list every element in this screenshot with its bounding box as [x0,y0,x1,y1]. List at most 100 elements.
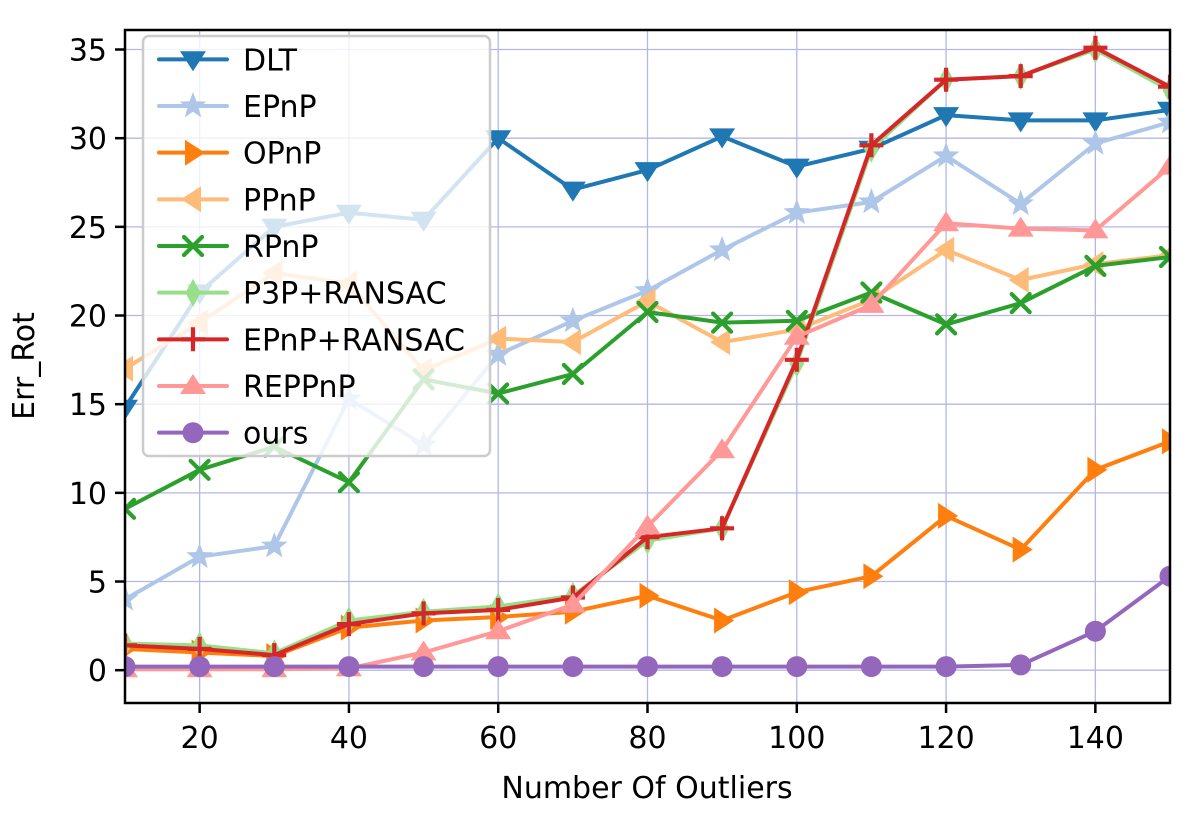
marker-plus [1008,64,1033,89]
y-tick-label: 25 [69,211,107,246]
marker-diamond [185,278,201,307]
marker-circle [125,656,136,678]
marker-triangle-left [125,355,133,382]
marker-triangle-down [933,107,960,128]
legend-label: OPnP [243,137,321,172]
legend-item-ours: ours [157,417,308,452]
marker-triangle-down [125,399,138,420]
series-ours [125,565,1170,678]
marker-x [934,313,958,336]
marker-triangle-down [485,130,512,151]
legend-item-dlt: DLT [157,43,298,78]
legend-label: DLT [243,43,298,78]
legend-item-epnp-ransac: EPnP+RANSAC [157,323,465,358]
legend-box [141,34,492,458]
y-tick-label: 0 [88,654,107,689]
x-tick-label: 20 [181,721,219,756]
marker-plus [934,67,959,92]
marker-circle [1010,654,1032,676]
legend-label: P3P+RANSAC [243,277,447,312]
axis-ticks: 20 40 60 80 100 120 140 0 5 10 15 20 25 30 35 [69,34,1124,756]
marker-triangle-right [1162,428,1170,455]
marker-x [785,309,808,332]
marker-star [932,141,960,168]
marker-x [561,362,585,386]
marker-plus [181,327,205,352]
marker-triangle-right [1012,536,1033,563]
legend-item-ppnp: PPnP [157,183,316,218]
marker-triangle-right [938,502,959,529]
marker-star [260,532,288,558]
y-tick-label: 35 [69,34,107,69]
y-axis-label: Err_Rot [7,312,42,420]
marker-triangle-right [714,607,735,634]
marker-triangle-down [1082,112,1109,133]
marker-circle [711,656,733,678]
marker-triangle-up [1157,154,1170,175]
marker-star [783,198,811,225]
marker-circle [562,656,584,678]
marker-triangle-right [863,563,884,590]
legend: DLT EPnP OPnP PPnP RPnP P3P+RANSAC EPnP+RANSAC… [141,34,492,458]
legend-item-p3p-ransac: P3P+RANSAC [157,277,447,312]
marker-star [1082,129,1109,155]
marker-circle [786,656,808,678]
marker-x [1009,292,1032,315]
x-tick-label: 140 [1067,721,1124,756]
series-layer [125,35,1170,678]
marker-triangle-down [180,51,206,72]
legend-label: PPnP [243,183,316,218]
marker-plus [336,612,361,637]
x-tick-label: 40 [330,721,368,756]
x-tick-label: 80 [628,721,666,756]
marker-star [484,340,512,366]
marker-triangle-down [559,181,586,202]
marker-circle [487,656,509,678]
marker-circle [860,656,882,678]
marker-triangle-up [1082,218,1109,239]
y-tick-label: 20 [69,300,107,335]
marker-circle [182,422,204,444]
legend-label: RPnP [243,230,319,265]
marker-circle [338,656,360,678]
legend-item-reppnp: REPPnP [157,370,356,405]
marker-x [181,234,205,258]
marker-triangle-left [181,186,201,213]
marker-star [179,92,207,118]
marker-triangle-up [180,374,206,394]
marker-triangle-left [560,329,581,356]
marker-star [634,276,661,303]
marker-triangle-right [1087,456,1108,483]
marker-triangle-up [410,640,437,661]
legend-label: ours [243,417,308,452]
marker-circle [935,656,957,678]
marker-star [1156,108,1170,134]
marker-circle [263,656,285,678]
legend-item-epnp: EPnP [157,90,317,125]
marker-circle [1084,620,1106,642]
x-tick-label: 100 [768,721,825,756]
marker-star [1007,189,1035,216]
marker-triangle-up [933,211,960,232]
marker-plus [1158,74,1170,99]
marker-triangle-right [185,139,205,166]
marker-triangle-right [788,579,809,606]
marker-triangle-down [783,158,810,179]
marker-circle [1159,565,1170,587]
marker-circle [189,656,211,678]
marker-triangle-left [934,236,955,263]
marker-plus [710,516,735,541]
marker-x [125,497,137,520]
marker-triangle-up [783,324,810,345]
marker-triangle-down [1157,101,1170,122]
marker-plus [125,633,137,658]
marker-triangle-down [634,162,661,183]
y-tick-label: 15 [69,388,107,423]
marker-star [708,235,736,262]
marker-star [186,542,213,569]
marker-triangle-left [486,325,507,352]
marker-triangle-right [639,582,660,609]
marker-x [1084,254,1107,277]
